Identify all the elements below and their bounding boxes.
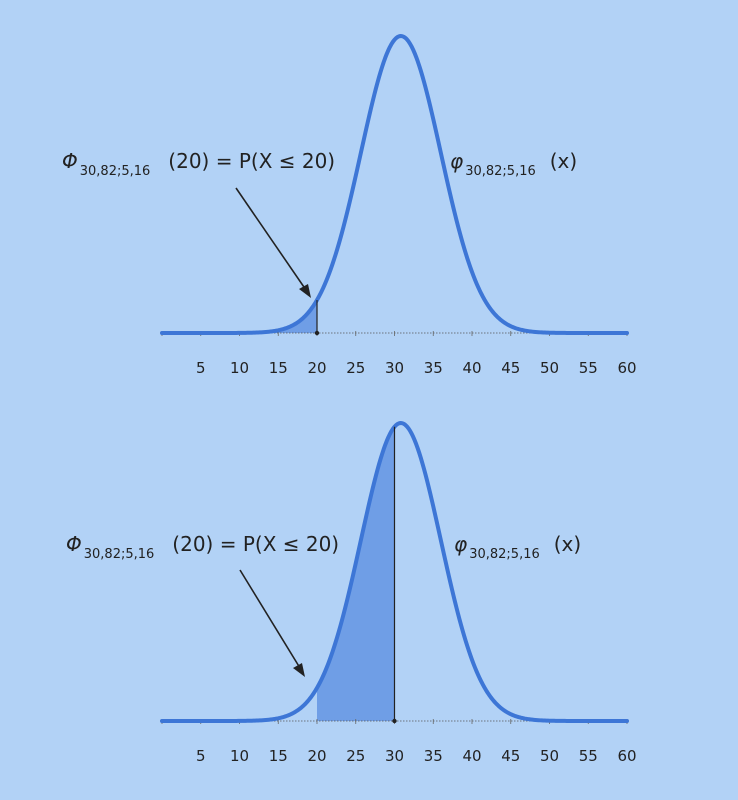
density-curve: [160, 34, 629, 335]
x-tick-label: 35: [424, 359, 443, 377]
pdf-label: φ 30,82;5,16 (x): [450, 149, 577, 179]
x-tick-label: 15: [269, 359, 288, 377]
x-tick-label: 50: [540, 359, 559, 377]
cdf-label: Φ 30,82;5,16 (20) = P(X ≤ 20): [66, 532, 339, 562]
x-tick-label: 35: [424, 747, 443, 765]
x-tick-label: 30: [385, 359, 404, 377]
pdf-subscript: 30,82;5,16: [469, 547, 540, 562]
x-tick-label: 55: [579, 747, 598, 765]
shaded-area: [317, 426, 395, 721]
x-tick-label: 10: [230, 359, 249, 377]
x-tick-label: 40: [462, 359, 481, 377]
annotation-arrow: [235, 187, 311, 298]
cdf-symbol: Φ: [62, 149, 78, 173]
pdf-symbol: φ: [450, 149, 463, 173]
cdf-argument: (20) = P(X ≤ 20): [168, 149, 335, 173]
chart-panel-bottom: 5 10 15 20 25 30 35 40 45 50 55 60 Φ 30,82;5,16 (20) …: [66, 421, 637, 765]
x-tick-label: 40: [462, 747, 481, 765]
x-tick-label: 20: [307, 747, 326, 765]
cdf-symbol: Φ: [66, 532, 82, 556]
x-tick-label: 10: [230, 747, 249, 765]
x-tick-label: 45: [501, 359, 520, 377]
pdf-argument: (x): [550, 149, 577, 173]
x-tick-label: 55: [579, 359, 598, 377]
x-tick-label: 5: [196, 747, 206, 765]
cdf-argument: (20) = P(X ≤ 20): [172, 532, 339, 556]
shaded-area: [162, 300, 317, 333]
x-tick-label: 25: [346, 747, 365, 765]
chart-panel-top: 5 10 15 20 25 30 35 40 45 50 55 60 Φ 30,82;5,16 (20) …: [62, 34, 637, 377]
x-tick-label: 30: [385, 747, 404, 765]
pdf-label: φ 30,82;5,16 (x): [454, 532, 581, 562]
pdf-symbol: φ: [454, 532, 467, 556]
x-tick-label: 25: [346, 359, 365, 377]
x-tick-label: 60: [617, 747, 636, 765]
x-tick-label: 50: [540, 747, 559, 765]
cutoff-point: [392, 718, 397, 724]
cutoff-point: [314, 330, 320, 336]
x-tick-label: 20: [307, 359, 326, 377]
pdf-argument: (x): [554, 532, 581, 556]
pdf-subscript: 30,82;5,16: [465, 164, 536, 179]
cdf-subscript: 30,82;5,16: [84, 547, 155, 562]
annotation-arrow: [239, 569, 305, 677]
x-tick-label: 60: [617, 359, 636, 377]
cdf-label: Φ 30,82;5,16 (20) = P(X ≤ 20): [62, 149, 335, 179]
x-axis-ticks: 5 10 15 20 25 30 35 40 45 50 55 60: [161, 719, 637, 765]
x-tick-label: 45: [501, 747, 520, 765]
x-tick-label: 15: [269, 747, 288, 765]
x-axis-ticks: 5 10 15 20 25 30 35 40 45 50 55 60: [161, 331, 637, 377]
cdf-subscript: 30,82;5,16: [80, 164, 151, 179]
x-tick-label: 5: [196, 359, 206, 377]
